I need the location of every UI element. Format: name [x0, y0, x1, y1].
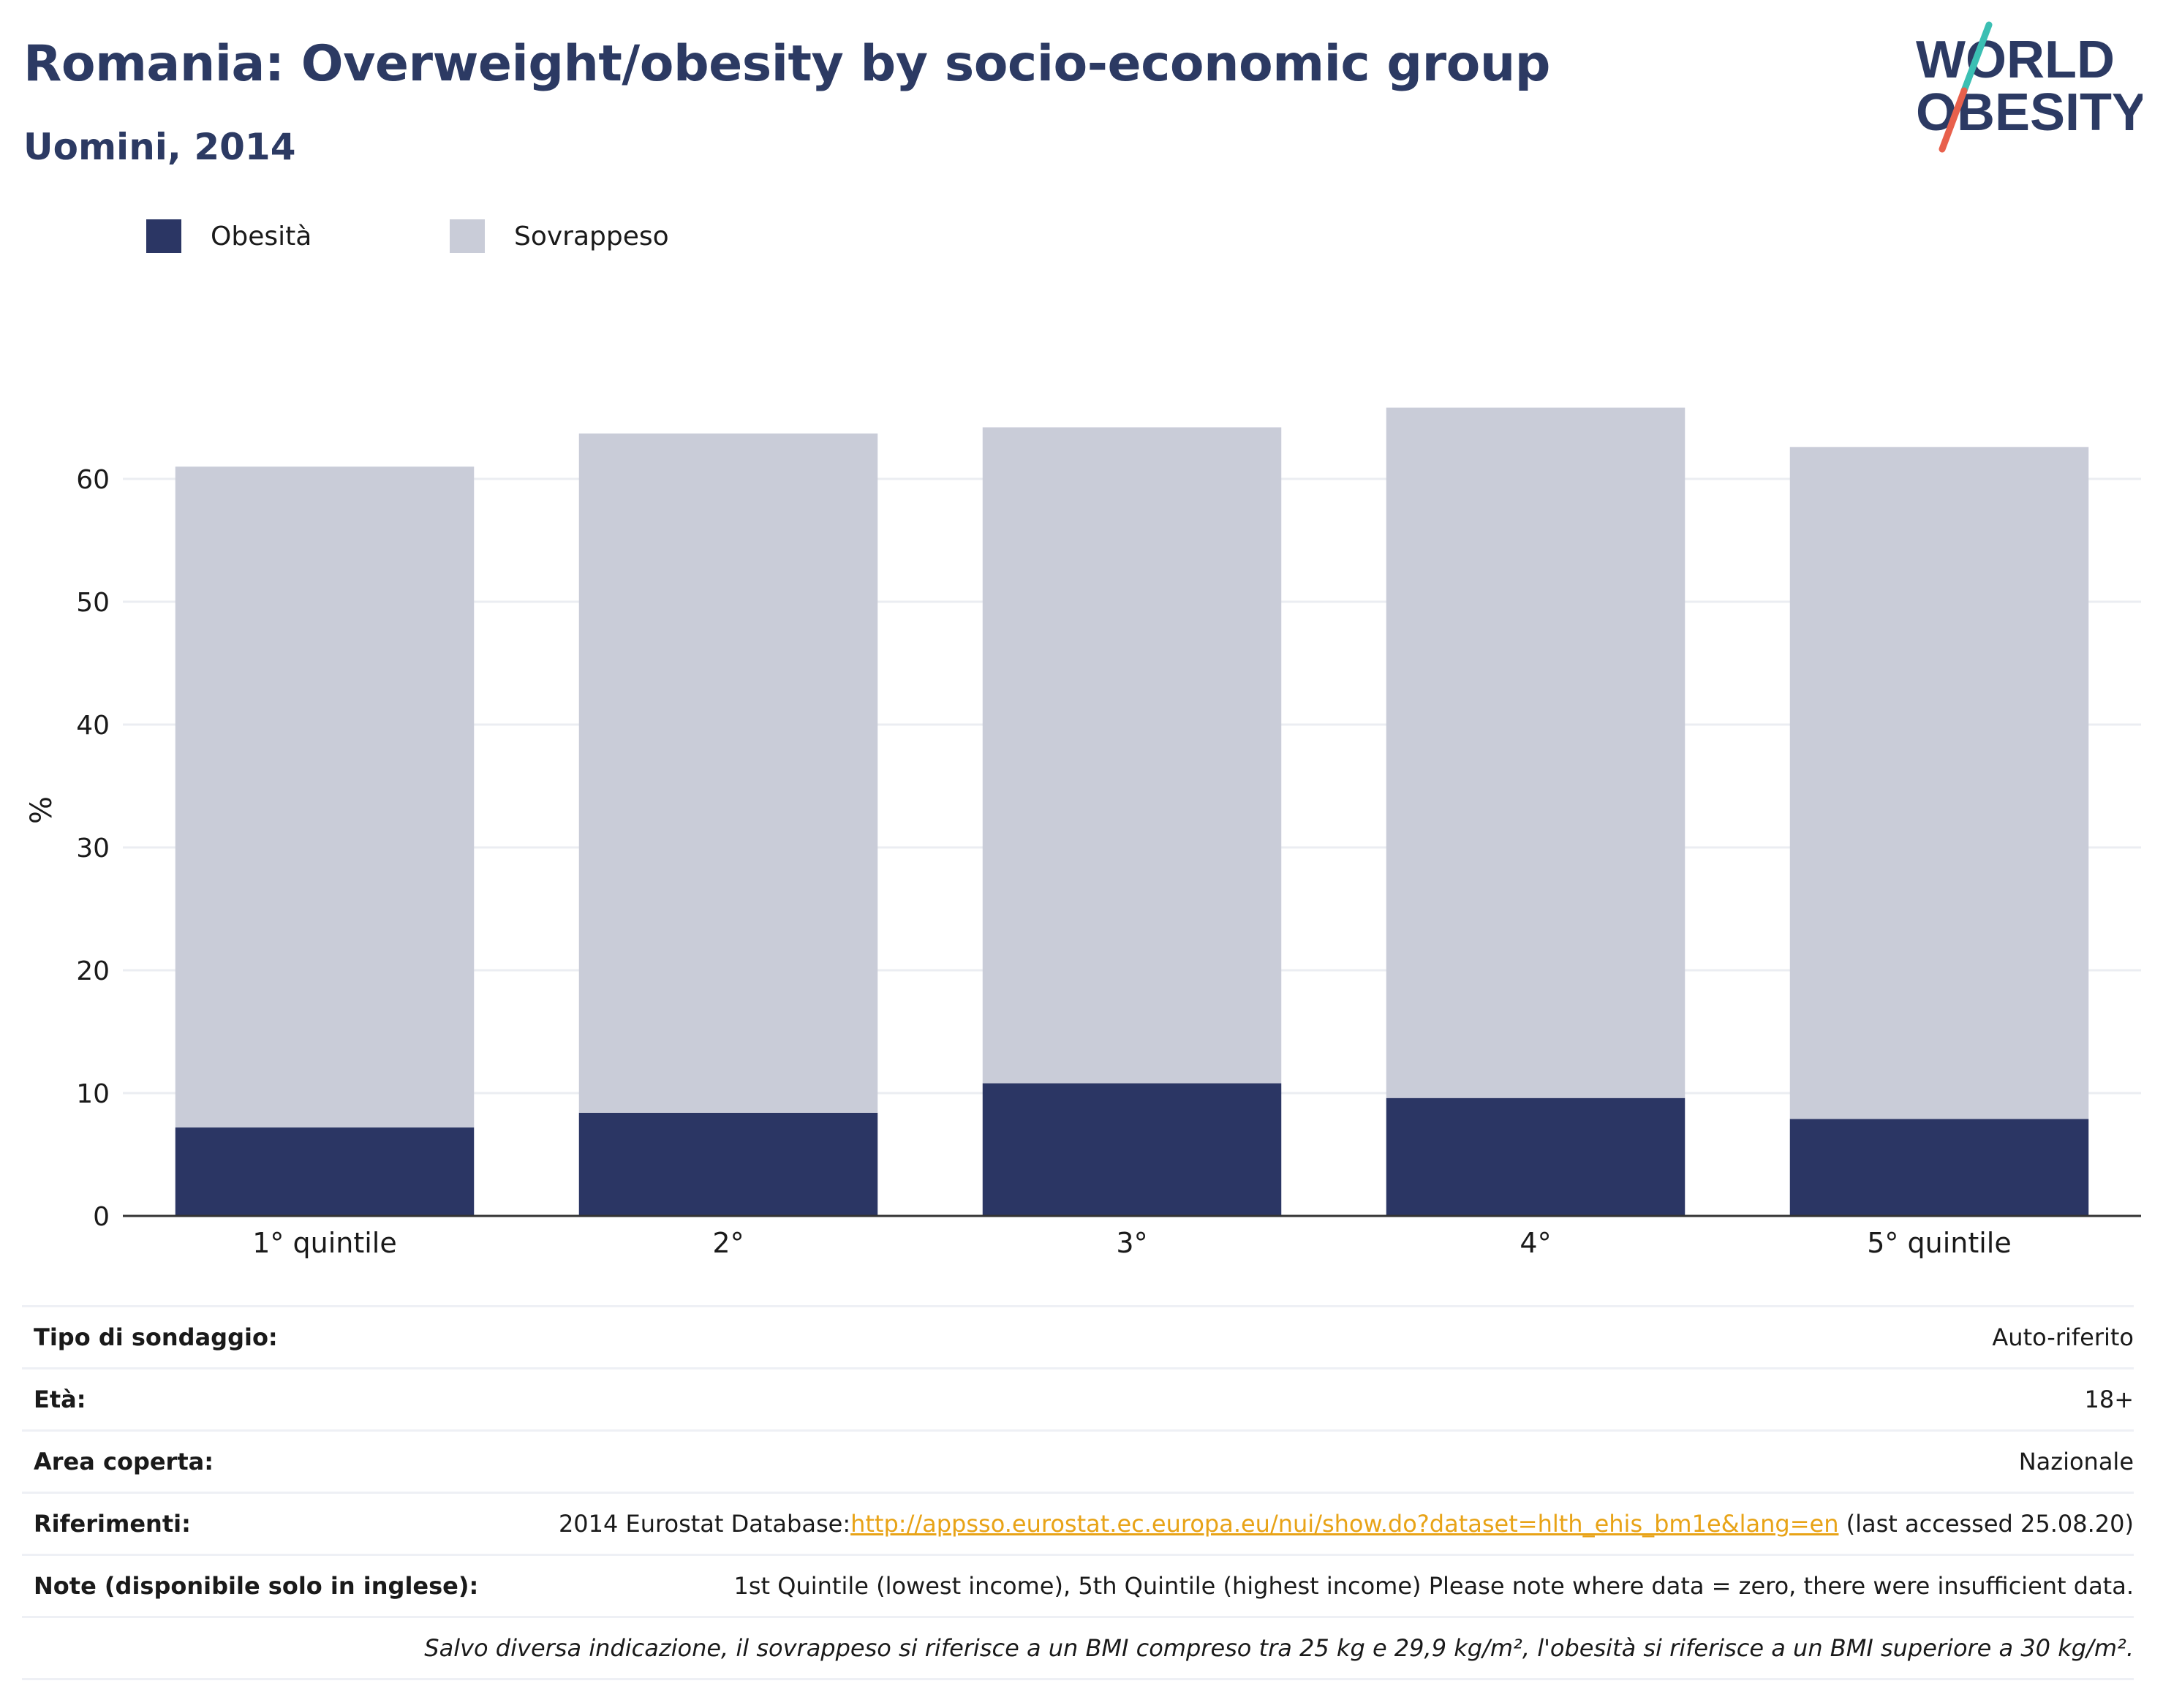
- y-tick-label: 30: [76, 834, 110, 864]
- info-value: Auto-riferito: [1992, 1323, 2134, 1351]
- legend-label: Obesità: [211, 221, 312, 252]
- x-tick-label: 3°: [1116, 1227, 1147, 1259]
- y-tick-label: 10: [76, 1079, 110, 1109]
- bar-obesita: [1789, 1119, 2089, 1216]
- info-table: Tipo di sondaggio: Auto-riferito Età: 18…: [22, 1305, 2134, 1680]
- legend-item-obesita[interactable]: Obesità: [146, 218, 312, 254]
- y-tick-label: 40: [76, 711, 110, 741]
- bar-sovrappeso: [1789, 447, 2089, 1119]
- info-key: Area coperta:: [34, 1448, 214, 1475]
- bar-sovrappeso: [175, 466, 475, 1128]
- info-key: Note (disponibile solo in inglese):: [34, 1572, 479, 1600]
- x-tick-label: 1° quintile: [252, 1227, 397, 1259]
- info-key: Riferimenti:: [34, 1510, 191, 1538]
- info-value: Nazionale: [2018, 1448, 2134, 1475]
- bar-obesita: [175, 1127, 475, 1216]
- y-tick-label: 60: [76, 465, 110, 495]
- x-tick-label: 4°: [1520, 1227, 1551, 1259]
- info-value: 2014 Eurostat Database:http://appsso.eur…: [559, 1510, 2134, 1538]
- bmi-footnote: Salvo diversa indicazione, il sovrappeso…: [424, 1634, 2134, 1662]
- info-row-survey-type: Tipo di sondaggio: Auto-riferito: [22, 1305, 2134, 1367]
- bar-sovrappeso: [982, 427, 1282, 1084]
- y-tick-label: 50: [76, 588, 110, 618]
- logo-slash-coral: [1939, 87, 1968, 153]
- x-tick-label: 2°: [712, 1227, 744, 1259]
- legend-item-sovrappeso[interactable]: Sovrappeso: [450, 218, 669, 254]
- reference-prefix: 2014 Eurostat Database:: [558, 1510, 851, 1538]
- x-tick-label: 5° quintile: [1867, 1227, 2012, 1259]
- bar-obesita: [578, 1112, 878, 1216]
- reference-suffix: (last accessed 25.08.20): [1838, 1510, 2134, 1538]
- info-row-notes: Note (disponibile solo in inglese): 1st …: [22, 1554, 2134, 1616]
- info-row-area: Area coperta: Nazionale: [22, 1429, 2134, 1492]
- info-row-footnote: Salvo diversa indicazione, il sovrappeso…: [22, 1616, 2134, 1680]
- bar-sovrappeso: [1386, 407, 1686, 1098]
- reference-link[interactable]: http://appsso.eurostat.ec.europa.eu/nui/…: [850, 1510, 1839, 1538]
- info-row-age: Età: 18+: [22, 1367, 2134, 1429]
- legend-label: Sovrappeso: [514, 221, 669, 252]
- bar-sovrappeso: [578, 433, 878, 1113]
- stacked-bar-chart: 0 10 20 30 40 50 60 1° quintile 2° 3° 4° 5° quintil…: [76, 407, 2141, 1259]
- y-tick-label: 0: [93, 1202, 110, 1232]
- info-value: 18+: [2084, 1386, 2134, 1413]
- y-tick-label: 20: [76, 956, 110, 986]
- legend-swatch-obesita: [146, 219, 181, 253]
- info-key: Età:: [34, 1386, 86, 1413]
- bar-obesita: [1386, 1097, 1686, 1216]
- chart-subtitle: Uomini, 2014: [23, 126, 296, 168]
- chart-title: Romania: Overweight/obesity by socio-eco…: [23, 35, 1550, 93]
- bar-obesita: [982, 1083, 1282, 1216]
- legend-swatch-sovrappeso: [450, 219, 485, 253]
- info-value: 1st Quintile (lowest income), 5th Quinti…: [733, 1572, 2134, 1600]
- world-obesity-logo: WORLD OBESITY: [1916, 21, 2143, 153]
- info-key: Tipo di sondaggio:: [34, 1323, 278, 1351]
- info-row-references: Riferimenti: 2014 Eurostat Database:http…: [22, 1492, 2134, 1554]
- logo-slash-teal: [1960, 21, 1993, 94]
- logo-line1: WORLD: [1916, 31, 2115, 89]
